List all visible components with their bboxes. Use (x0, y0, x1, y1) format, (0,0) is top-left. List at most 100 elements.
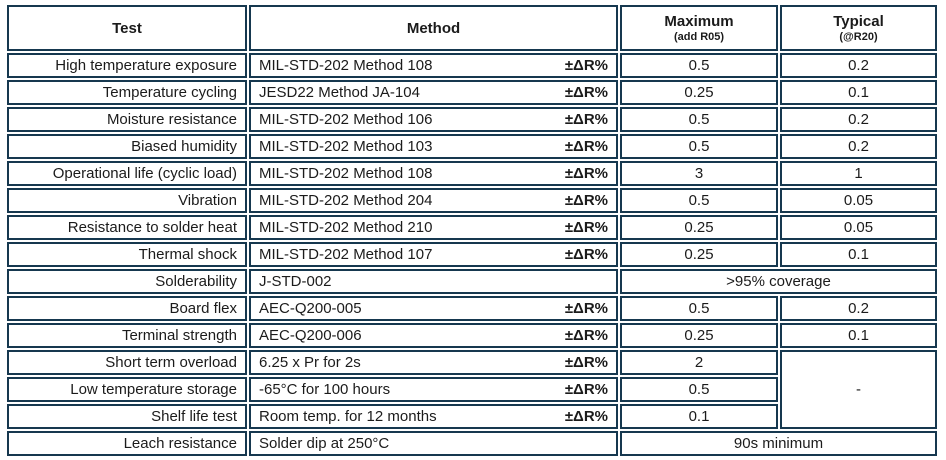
typical-subtitle: (@R20) (839, 31, 878, 43)
method-cell: J-STD-002 (249, 269, 618, 294)
test-cell: Low temperature storage (7, 377, 247, 402)
col-header-method: Method (249, 5, 618, 51)
maximum-cell: 0.5 (620, 134, 778, 159)
method-cell: Solder dip at 250°C (249, 431, 618, 456)
method-name: 6.25 x Pr for 2s (259, 354, 361, 371)
delta-r-label: ±ΔR% (564, 219, 608, 236)
delta-r-label: ±ΔR% (564, 381, 608, 398)
method-cell: MIL-STD-202 Method 106 ±ΔR% (259, 111, 608, 128)
col-header-maximum: Maximum (add R05) (620, 5, 778, 51)
maximum-cell: 0.5 (620, 107, 778, 132)
method-cell: Room temp. for 12 months ±ΔR% (259, 408, 608, 425)
table-row-high-temperature-exposure: High temperature exposure MIL-STD-202 Me… (7, 53, 937, 78)
col-header-test: Test (7, 5, 247, 51)
table-row-short-term-overload: Short term overload 6.25 x Pr for 2s ±ΔR%… (7, 350, 937, 429)
test-cell: Leach resistance (7, 431, 247, 456)
delta-r-label: ±ΔR% (564, 327, 608, 344)
method-cell: MIL-STD-202 Method 108 ±ΔR% (259, 57, 608, 74)
method-name: AEC-Q200-005 (259, 300, 362, 317)
method-cell: MIL-STD-202 Method 103 ±ΔR% (259, 138, 608, 155)
typical-cell: 0.2 (780, 134, 937, 159)
method-name: MIL-STD-202 Method 106 (259, 111, 433, 128)
test-cell: Resistance to solder heat (7, 215, 247, 240)
maximum-cell: 0.25 (620, 215, 778, 240)
typical-cell: 0.2 (780, 296, 937, 321)
typical-cell: 0.1 (780, 323, 937, 348)
delta-r-label: ±ΔR% (564, 57, 608, 74)
maximum-cell: 0.25 (620, 80, 778, 105)
table-row-moisture-resistance: Moisture resistance MIL-STD-202 Method 1… (7, 107, 937, 132)
maximum-title: Maximum (664, 13, 734, 30)
header-row: Test Method Maximum (add R05) Typical (@R2… (7, 5, 937, 51)
maximum-subtitle: (add R05) (673, 31, 725, 43)
maximum-cell: 0.5 (620, 377, 778, 402)
delta-r-label: ±ΔR% (564, 192, 608, 209)
test-cell: Temperature cycling (7, 80, 247, 105)
typical-cell: 0.2 (780, 107, 937, 132)
maximum-cell: 0.5 (620, 296, 778, 321)
maximum-cell: 0.25 (620, 323, 778, 348)
table-row-temperature-cycling: Temperature cycling JESD22 Method JA-104… (7, 80, 937, 105)
test-cell: Operational life (cyclic load) (7, 161, 247, 186)
method-name: AEC-Q200-006 (259, 327, 362, 344)
method-name: MIL-STD-202 Method 210 (259, 219, 433, 236)
table-row-resistance-to-solder-heat: Resistance to solder heat MIL-STD-202 Me… (7, 215, 937, 240)
maximum-cell: 0.25 (620, 242, 778, 267)
typical-cell: 0.2 (780, 53, 937, 78)
maximum-cell: 0.5 (620, 188, 778, 213)
method-cell: -65°C for 100 hours ±ΔR% (259, 381, 608, 398)
delta-r-label: ±ΔR% (564, 111, 608, 128)
delta-r-label: ±ΔR% (564, 408, 608, 425)
delta-r-label: ±ΔR% (564, 354, 608, 371)
test-cell: Vibration (7, 188, 247, 213)
test-cell: Terminal strength (7, 323, 247, 348)
test-cell: Short term overload (7, 350, 247, 375)
method-cell: 6.25 x Pr for 2s ±ΔR% (259, 354, 608, 371)
method-name: MIL-STD-202 Method 108 (259, 57, 433, 74)
test-cell: Biased humidity (7, 134, 247, 159)
test-cell: Solderability (7, 269, 247, 294)
maximum-cell: 3 (620, 161, 778, 186)
delta-r-label: ±ΔR% (564, 300, 608, 317)
typical-cell: 0.1 (780, 80, 937, 105)
test-cell: Moisture resistance (7, 107, 247, 132)
maximum-cell: 2 (620, 350, 778, 375)
method-name: Room temp. for 12 months (259, 408, 437, 425)
method-cell: MIL-STD-202 Method 107 ±ΔR% (259, 246, 608, 263)
typical-merged-cell: - (780, 350, 937, 429)
table-row-biased-humidity: Biased humidity MIL-STD-202 Method 103 ±Δ… (7, 134, 937, 159)
test-cell: Board flex (7, 296, 247, 321)
method-cell: AEC-Q200-006 ±ΔR% (259, 327, 608, 344)
table-row-vibration: Vibration MIL-STD-202 Method 204 ±ΔR% 0.5… (7, 188, 937, 213)
maximum-cell: 0.5 (620, 53, 778, 78)
method-name: MIL-STD-202 Method 103 (259, 138, 433, 155)
col-header-typical: Typical (@R20) (780, 5, 937, 51)
test-cell: Shelf life test (7, 404, 247, 429)
method-cell: AEC-Q200-005 ±ΔR% (259, 300, 608, 317)
table-row-board-flex: Board flex AEC-Q200-005 ±ΔR% 0.5 0.2 (7, 296, 937, 321)
test-cell: High temperature exposure (7, 53, 247, 78)
method-name: MIL-STD-202 Method 107 (259, 246, 433, 263)
method-name: JESD22 Method JA-104 (259, 84, 420, 101)
coverage-span-cell: >95% coverage (620, 269, 937, 294)
reliability-test-table: Test Method Maximum (add R05) Typical (@R2… (5, 3, 939, 458)
method-cell: MIL-STD-202 Method 108 ±ΔR% (259, 165, 608, 182)
test-cell: Thermal shock (7, 242, 247, 267)
delta-r-label: ±ΔR% (564, 138, 608, 155)
typical-cell: 0.05 (780, 215, 937, 240)
delta-r-label: ±ΔR% (564, 84, 608, 101)
table-row-operational-life: Operational life (cyclic load) MIL-STD-2… (7, 161, 937, 186)
delta-r-label: ±ΔR% (564, 246, 608, 263)
method-name: MIL-STD-202 Method 108 (259, 165, 433, 182)
delta-r-label: ±ΔR% (564, 165, 608, 182)
table-row-terminal-strength: Terminal strength AEC-Q200-006 ±ΔR% 0.25 … (7, 323, 937, 348)
typical-cell: 0.05 (780, 188, 937, 213)
leach-span-cell: 90s minimum (620, 431, 937, 456)
typical-cell: 0.1 (780, 242, 937, 267)
typical-cell: 1 (780, 161, 937, 186)
table-row-thermal-shock: Thermal shock MIL-STD-202 Method 107 ±ΔR%… (7, 242, 937, 267)
method-name: MIL-STD-202 Method 204 (259, 192, 433, 209)
method-name: -65°C for 100 hours (259, 381, 391, 398)
maximum-cell: 0.1 (620, 404, 778, 429)
